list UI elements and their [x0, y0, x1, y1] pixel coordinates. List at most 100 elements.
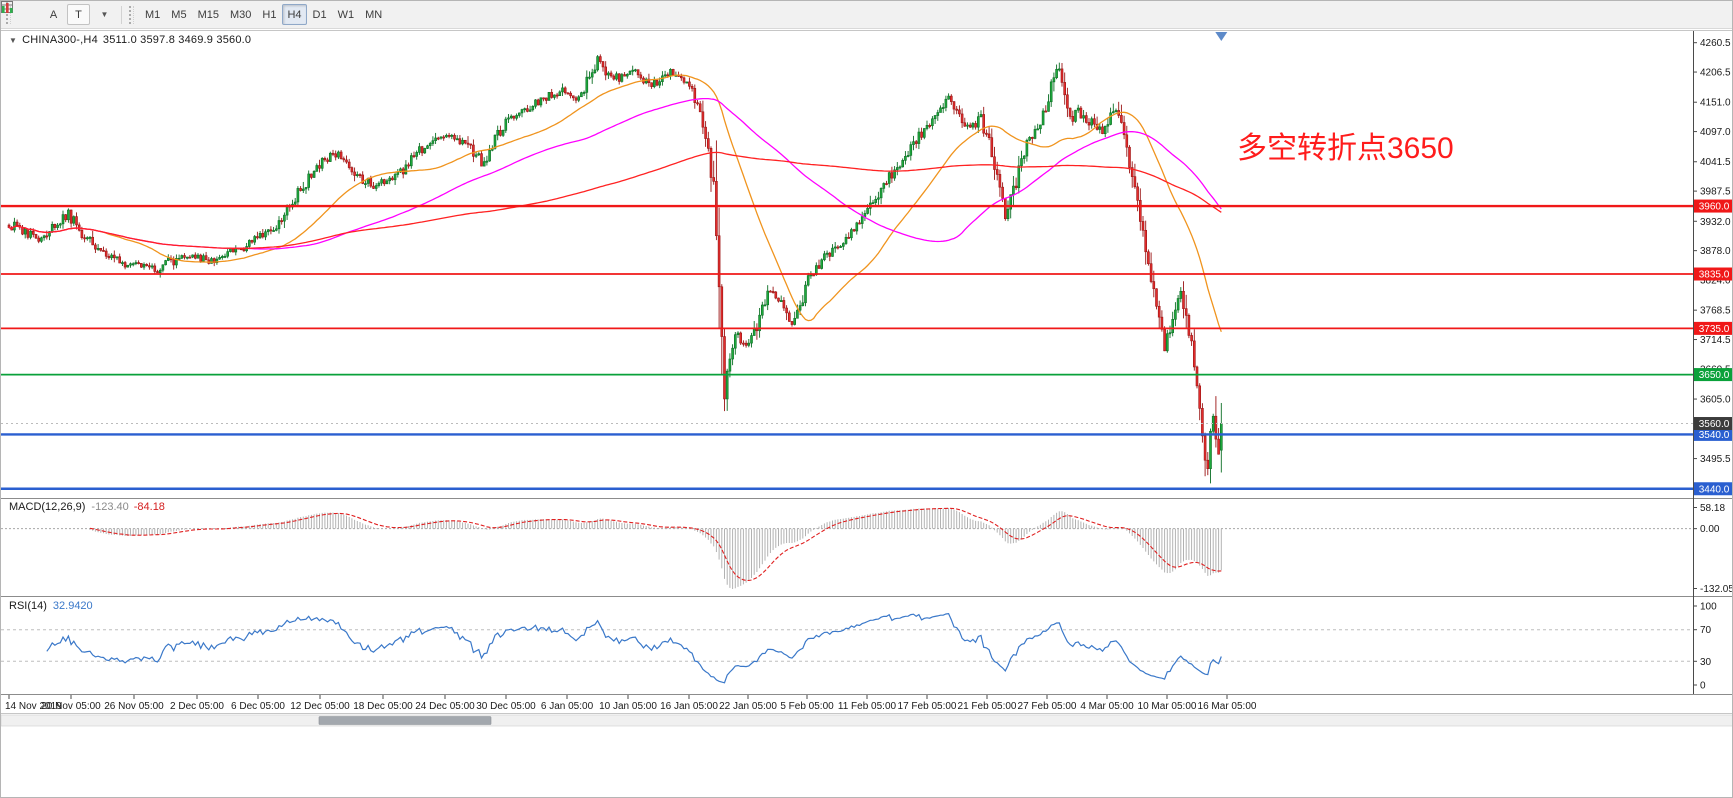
timeframe-toolbar-grip[interactable]	[129, 5, 134, 24]
timeframe-button-group: M1 M5 M15 M30 H1 H4 D1 W1 MN	[140, 4, 387, 25]
rsi-panel	[1, 612, 1693, 684]
chevron-down-icon: ▼	[100, 10, 109, 19]
shift-marker[interactable]	[1215, 32, 1228, 41]
rsi-label: RSI(14) 32.9420	[9, 600, 93, 612]
svg-text:30: 30	[1700, 657, 1712, 668]
ohlc-values-text: 3511.0 3597.8 3469.9 3560.0	[102, 34, 252, 46]
svg-text:4151.0: 4151.0	[1700, 98, 1731, 109]
svg-text:14 Nov 2019: 14 Nov 2019	[5, 701, 62, 712]
svg-text:100: 100	[1700, 602, 1717, 613]
svg-text:30 Dec 05:00: 30 Dec 05:00	[476, 701, 536, 712]
svg-text:24 Dec 05:00: 24 Dec 05:00	[415, 701, 475, 712]
svg-text:3714.5: 3714.5	[1700, 335, 1731, 346]
svg-text:4260.5: 4260.5	[1700, 38, 1731, 49]
svg-text:3650.0: 3650.0	[1699, 370, 1730, 381]
svg-text:-132.05: -132.05	[1700, 584, 1733, 595]
svg-text:70: 70	[1700, 625, 1712, 636]
svg-text:11 Feb 05:00: 11 Feb 05:00	[838, 701, 897, 712]
toolbar: A T ▼ M1 M5 M15 M30 H1 H4 D1 W1 MN	[1, 1, 1732, 29]
macd-label: MACD(12,26,9) -123.40 -84.18	[9, 501, 165, 513]
moving-average-lines	[8, 74, 1222, 333]
svg-text:6 Jan 05:00: 6 Jan 05:00	[541, 701, 594, 712]
price-badge-3560.0: 3560.0	[1694, 417, 1732, 431]
svg-text:26 Nov 05:00: 26 Nov 05:00	[104, 701, 164, 712]
svg-text:12 Dec 05:00: 12 Dec 05:00	[290, 701, 350, 712]
svg-text:3960.0: 3960.0	[1699, 202, 1730, 213]
svg-text:6 Dec 05:00: 6 Dec 05:00	[231, 701, 285, 712]
timeframe-button-m5[interactable]: M5	[166, 4, 191, 25]
rsi-value: 32.9420	[52, 600, 93, 612]
svg-text:3540.0: 3540.0	[1699, 430, 1730, 441]
indicators-dropdown-button[interactable]: ▼	[2, 3, 115, 25]
text-tool-button[interactable]: T	[67, 4, 90, 25]
svg-text:16 Mar 05:00: 16 Mar 05:00	[1198, 701, 1257, 712]
svg-text:10 Jan 05:00: 10 Jan 05:00	[599, 701, 657, 712]
timeframe-button-d1[interactable]: D1	[308, 4, 332, 25]
svg-text:16 Jan 05:00: 16 Jan 05:00	[660, 701, 718, 712]
macd-signal-line	[89, 507, 1222, 582]
macd-name: MACD(12,26,9)	[9, 501, 86, 513]
symbol-period-text: CHINA300-,H4	[22, 34, 98, 46]
macd-panel	[1, 507, 1693, 589]
timeframe-button-h1[interactable]: H1	[257, 4, 281, 25]
indicator-icon	[2, 3, 13, 13]
cursor-tool-button[interactable]: A	[42, 4, 65, 25]
chart-annotation-text[interactable]: 多空转折点3650	[1237, 132, 1454, 165]
svg-text:10 Mar 05:00: 10 Mar 05:00	[1138, 701, 1197, 712]
svg-text:0.00: 0.00	[1700, 524, 1720, 535]
timeframe-button-h4[interactable]: H4	[282, 4, 307, 25]
svg-text:17 Feb 05:00: 17 Feb 05:00	[898, 701, 957, 712]
ma-34-line	[8, 74, 1222, 333]
svg-text:3495.5: 3495.5	[1700, 454, 1731, 465]
timeframe-button-w1[interactable]: W1	[333, 4, 360, 25]
svg-text:58.18: 58.18	[1700, 503, 1725, 514]
svg-text:3878.0: 3878.0	[1700, 246, 1731, 257]
svg-text:3987.5: 3987.5	[1700, 187, 1731, 198]
svg-text:18 Dec 05:00: 18 Dec 05:00	[353, 701, 413, 712]
svg-text:3735.0: 3735.0	[1699, 324, 1730, 335]
price-badge-3835.0: 3835.0	[1694, 267, 1732, 281]
svg-text:0: 0	[1700, 681, 1706, 692]
macd-axis[interactable]: 58.18 0.00 -132.05	[1693, 503, 1733, 595]
timeframe-button-m1[interactable]: M1	[140, 4, 165, 25]
svg-text:5 Feb 05:00: 5 Feb 05:00	[780, 701, 834, 712]
symbol-ohlc-label: ▼ CHINA300-,H4 3511.0 3597.8 3469.9 3560…	[9, 34, 251, 46]
toolbar-grip[interactable]	[6, 5, 11, 24]
chart-borders	[1, 29, 1732, 797]
hscroll-thumb[interactable]	[318, 716, 492, 725]
svg-text:20 Nov 05:00: 20 Nov 05:00	[41, 701, 101, 712]
shift-marker-icon[interactable]	[1215, 32, 1228, 41]
toolbar-separator	[121, 5, 122, 24]
ma-200-line	[8, 151, 1222, 249]
chart-menu-icon[interactable]: ▼	[9, 35, 18, 45]
svg-text:2 Dec 05:00: 2 Dec 05:00	[170, 701, 224, 712]
svg-text:22 Jan 05:00: 22 Jan 05:00	[719, 701, 777, 712]
rsi-line	[46, 612, 1222, 684]
svg-text:3560.0: 3560.0	[1699, 419, 1730, 430]
svg-text:3835.0: 3835.0	[1699, 270, 1730, 281]
svg-text:4097.0: 4097.0	[1700, 127, 1731, 138]
macd-signal-value: -84.18	[133, 501, 165, 513]
price-badge-3735.0: 3735.0	[1694, 321, 1732, 335]
price-badge-3440.0: 3440.0	[1694, 482, 1732, 496]
timeframe-button-m15[interactable]: M15	[193, 4, 224, 25]
svg-text:4206.5: 4206.5	[1700, 68, 1731, 79]
candlestick-series	[7, 54, 1223, 484]
svg-text:4041.5: 4041.5	[1700, 157, 1731, 168]
svg-text:3932.0: 3932.0	[1700, 217, 1731, 228]
svg-text:4 Mar 05:00: 4 Mar 05:00	[1080, 701, 1134, 712]
price-badge-3650.0: 3650.0	[1694, 368, 1732, 382]
horizontal-scrollbar[interactable]	[1, 714, 1733, 727]
rsi-axis[interactable]: 100 70 30 0	[1693, 602, 1717, 692]
svg-text:21 Feb 05:00: 21 Feb 05:00	[958, 701, 1017, 712]
timeframe-button-m30[interactable]: M30	[225, 4, 256, 25]
price-badge-3540.0: 3540.0	[1694, 427, 1732, 441]
macd-value: -123.40	[91, 501, 129, 513]
svg-text:3768.5: 3768.5	[1700, 306, 1731, 317]
horizontal-level-lines[interactable]	[1, 204, 1693, 490]
timeframe-button-mn[interactable]: MN	[360, 4, 387, 25]
grid-icon[interactable]	[1, 1, 40, 25]
